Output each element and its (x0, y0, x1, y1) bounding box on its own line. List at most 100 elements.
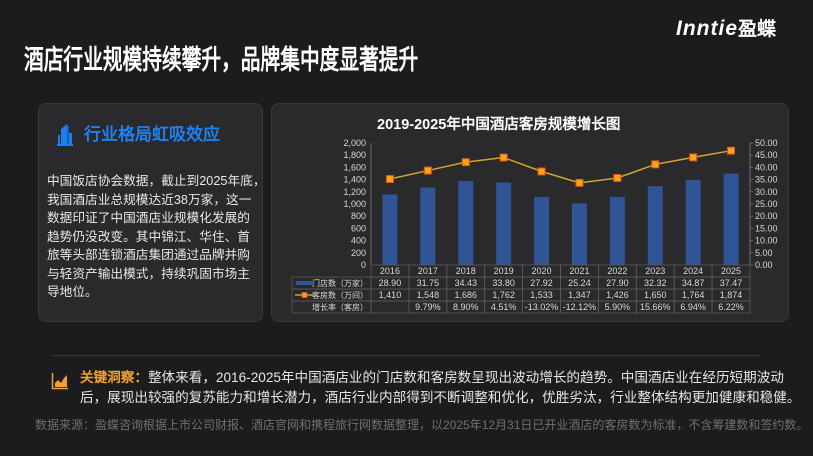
page-title: 酒店行业规模持续攀升，品牌集中度显著提升 (24, 45, 419, 75)
brand-logo: Inntie盈蝶 (676, 16, 776, 43)
marker-2020 (537, 167, 546, 176)
table-cell-value: 6.94% (680, 302, 706, 312)
area-chart-icon (51, 373, 68, 390)
body-line: 导地位。 (47, 285, 98, 299)
industry-pattern-card (38, 103, 263, 322)
body-line: 我国酒店业总规模达近38万家，这一 (47, 192, 252, 207)
table-year-label: 2024 (683, 266, 703, 276)
table-cell-value: 9.79% (415, 302, 441, 312)
insight-label: 关键洞察： (80, 370, 148, 385)
table-cell-value: 15.66% (640, 302, 671, 312)
table-cell-value: 27.92 (530, 278, 553, 288)
table-cell-value: 1,874 (720, 290, 743, 300)
right-axis-tick-label: 25.00 (755, 199, 778, 209)
right-axis-tick-label: 35.00 (755, 175, 778, 185)
card-body-text: 中国饭店协会数据，截止到2025年底， 我国酒店业总规模达近38万家，这一 数据… (47, 172, 266, 302)
table-series-label: 客房数（万间） (312, 290, 368, 300)
legend-marker-swatch (301, 292, 308, 298)
table-cell-value: 27.90 (606, 278, 629, 288)
bar-2017 (420, 187, 436, 265)
table-cell-value: 1,347 (568, 290, 591, 300)
table-cell-value: 31.75 (417, 278, 440, 288)
right-axis-tick-label: 40.00 (755, 162, 778, 172)
left-axis-tick-label: 0 (361, 260, 366, 270)
key-insight: 关键洞察：整体来看，2016-2025年中国酒店业的门店数和客房数呈现出波动增长… (80, 368, 800, 408)
table-series-label: 门店数（万家） (312, 278, 368, 288)
card-heading: 行业格局虹吸效应 (84, 125, 220, 144)
bar-2016 (382, 194, 398, 265)
bar-2025 (723, 173, 739, 265)
left-axis-tick-label: 600 (351, 223, 366, 233)
table-cell-value: 34.87 (682, 278, 705, 288)
left-axis-tick-label: 1,000 (343, 199, 366, 209)
body-line: 与轻资产输出模式，持续巩固市场主 (47, 266, 250, 281)
logo-latin: Inntie (676, 17, 738, 40)
table-cell-value: 33.80 (492, 278, 515, 288)
table-cell-value: 1,533 (530, 290, 553, 300)
right-axis-tick-label: 0.00 (755, 260, 773, 270)
table-cell-value: 37.47 (720, 278, 743, 288)
table-cell-value: 1,650 (644, 290, 667, 300)
table-year-label: 2022 (607, 266, 627, 276)
bar-2024 (685, 179, 701, 265)
insight-line-2: 后，展现出较强的复苏能力和增长潜力，酒店行业内部得到不断调整和优化，优胜劣汰，行… (80, 390, 801, 405)
right-axis-tick-label: 30.00 (755, 187, 778, 197)
chart-card (271, 103, 789, 322)
chart-title: 2019-2025年中国酒店客房规模增长图 (377, 115, 620, 133)
body-line: 中国饭店协会数据，截止到2025年底， (47, 174, 266, 188)
marker-2021 (575, 178, 584, 187)
body-line: 数据印证了中国酒店业规模化发展的 (47, 211, 250, 225)
left-axis-tick-label: 1,800 (343, 150, 366, 160)
bar-2020 (534, 196, 550, 265)
table-cell-value: 1,548 (417, 290, 440, 300)
marker-2024 (689, 153, 698, 162)
bar-2019 (496, 182, 512, 265)
bar-2023 (647, 186, 663, 265)
table-cell-value: 25.24 (568, 278, 591, 288)
table-cell-value: 8.90% (453, 302, 479, 312)
data-source-note: 数据来源：盈蝶咨询根据上市公司财报、酒店官网和携程旅行网数据整理，以2025年1… (35, 418, 809, 432)
right-axis-tick-label: 20.00 (755, 211, 778, 221)
marker-2017 (423, 166, 432, 175)
left-axis-tick-label: 800 (351, 211, 366, 221)
insight-line-1: 关键洞察：整体来看，2016-2025年中国酒店业的门店数和客房数呈现出波动增长… (80, 368, 800, 388)
line-series (389, 149, 732, 184)
body-line: 趋势仍没改变。其中锦江、华住、首 (47, 229, 250, 244)
table-cell-value: 28.90 (379, 278, 402, 288)
table-cell-value: 32.32 (644, 278, 667, 288)
right-axis-tick-label: 45.00 (755, 150, 778, 160)
table-series-label: 增长率（客房） (312, 302, 368, 312)
table-cell (370, 300, 410, 314)
right-axis-tick-label: 10.00 (755, 236, 778, 246)
table-cell-value: 1,686 (454, 290, 477, 300)
table-cell-value: -13.02% (525, 302, 559, 312)
building-icon (57, 124, 73, 146)
table-cell-value: 1,764 (682, 290, 705, 300)
table-cell-value: 1,762 (492, 290, 515, 300)
divider (52, 355, 760, 356)
right-axis-tick-label: 5.00 (755, 248, 773, 258)
marker-2019 (499, 153, 508, 162)
table-cell-value: 6.22% (718, 302, 744, 312)
table-year-label: 2023 (645, 266, 665, 276)
table-year-label: 2018 (456, 266, 476, 276)
left-axis-tick-label: 1,200 (343, 187, 366, 197)
table-cell-value: -12.12% (563, 302, 597, 312)
combo-chart: 2019-2025年中国酒店客房规模增长图 0 200 400 600 800 1,000… (291, 115, 778, 314)
logo-cjk: 盈蝶 (738, 19, 777, 40)
table-cell-value: 34.43 (454, 278, 477, 288)
left-axis-tick-label: 1,400 (343, 175, 366, 185)
table-year-label: 2025 (721, 266, 741, 276)
chart-plot: 0 200 400 600 800 1,000 1,200 1,400 1,600 1,800 2,… (291, 138, 778, 314)
table-year-label: 2017 (418, 266, 438, 276)
table-year-label: 2020 (532, 266, 552, 276)
marker-2018 (461, 158, 470, 167)
marker-2022 (613, 174, 622, 183)
bar-2018 (458, 180, 474, 265)
table-year-label: 2021 (569, 266, 589, 276)
table-cell (711, 300, 751, 314)
table-cell-value: 1,426 (606, 290, 629, 300)
legend-bar-swatch (296, 281, 313, 285)
left-axis-tick-label: 400 (351, 236, 366, 246)
table-cell-value: 1,410 (379, 290, 402, 300)
